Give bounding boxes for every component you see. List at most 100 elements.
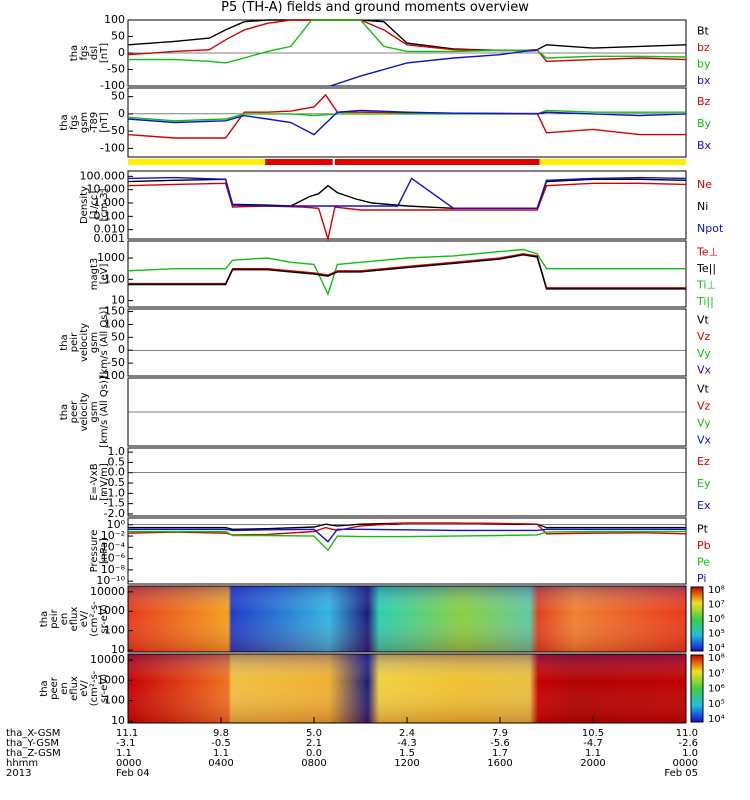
panel-frame: [127, 585, 687, 653]
panel-y-label: fgs: [79, 45, 90, 60]
y-tick-label: -1.5: [104, 497, 125, 510]
series-line-Te||: [128, 254, 686, 290]
legend-entry: bx: [697, 74, 711, 87]
panel-y-label: gsm: [89, 332, 100, 353]
legend-entry: Pe: [697, 555, 710, 568]
x-axis-value: -0.5: [211, 738, 231, 749]
panel-y-label: dsl: [89, 46, 100, 60]
y-tick-label: -100: [100, 141, 125, 154]
x-axis-value: 0.0: [306, 748, 322, 759]
x-axis-value: 1.1: [116, 748, 132, 759]
panel-y-label: fgs: [69, 115, 80, 130]
panel-y-label: [cm-3]: [99, 188, 110, 221]
colorbar-tick-label: 10⁷: [708, 600, 725, 611]
y-tick-label: 0.0: [108, 466, 126, 479]
legend-entry: Ey: [697, 477, 711, 490]
y-tick-label: 0.5: [108, 455, 126, 468]
x-axis-value: 1600: [487, 758, 512, 769]
x-axis-value: 1.0: [682, 748, 698, 759]
y-tick-label: -1.0: [104, 486, 125, 499]
panel-frame: [127, 447, 687, 517]
panel-y-label: sr-eV): [99, 604, 110, 633]
y-tick-label: 0.001: [94, 232, 126, 245]
x-axis-value: 2.1: [306, 738, 322, 749]
panel-y-label: gsm: [89, 401, 100, 422]
series-line-Bx: [127, 109, 687, 136]
y-tick-label: -2.0: [104, 507, 125, 520]
legend-entry: Vz: [697, 400, 711, 413]
y-tick-label: -50: [107, 356, 125, 369]
legend-entry: Vx: [697, 364, 712, 377]
y-tick-label: 10⁻⁶: [101, 552, 126, 565]
y-tick-label: 150: [104, 305, 125, 318]
series-line-Pi: [128, 528, 686, 543]
x-axis-value: 2000: [580, 758, 605, 769]
panel-y-label: tha: [39, 611, 50, 627]
legend-entry: bz: [697, 41, 710, 54]
y-tick-label: 10⁻⁴: [101, 540, 126, 553]
y-tick-label: 0: [118, 46, 125, 59]
colorbar-tick-label: 10⁴: [708, 643, 725, 654]
series-line-by: [128, 19, 687, 64]
y-tick-label: 0: [118, 343, 125, 356]
x-axis-value: -5.6: [490, 738, 510, 749]
panel-frame: [127, 240, 687, 308]
region-bar-segment: [539, 159, 686, 165]
y-tick-label: 10.000: [87, 183, 126, 196]
x-axis-value: 1.5: [399, 748, 415, 759]
y-tick-label: 100: [104, 624, 125, 637]
y-tick-label: 10⁻¹⁰: [96, 574, 125, 587]
y-tick-label: 1000: [97, 251, 125, 264]
y-tick-label: 0.100: [94, 209, 126, 222]
x-axis-row-label: tha_Y-GSM: [6, 738, 59, 749]
y-tick-label: -0.5: [104, 476, 125, 489]
x-axis-value: 1200: [394, 758, 419, 769]
legend-entry: by: [697, 57, 711, 70]
y-tick-label: 0.010: [94, 223, 126, 236]
panel-y-label: tha: [59, 404, 70, 420]
x-axis-value: -4.3: [397, 738, 417, 749]
legend-entry: Ne: [697, 178, 712, 191]
x-axis-row-label: hhmm: [6, 758, 38, 769]
colorbar-tick-label: 10⁶: [708, 684, 725, 695]
panel-y-label: -T89: [89, 112, 100, 134]
panel-y-label: gsm: [79, 112, 90, 133]
electron-spectrogram-shading: [128, 654, 686, 723]
legend-entry: Bt: [697, 24, 710, 37]
panel-y-label: tha: [59, 334, 70, 350]
panel-frame: [127, 170, 687, 240]
series-line-Pt: [128, 522, 686, 531]
x-axis-date-start: Feb 04: [116, 768, 150, 779]
legend-entry: Bx: [697, 139, 712, 152]
x-axis-value: -3.1: [116, 738, 136, 749]
panel-frame: [127, 87, 687, 158]
legend-entry: Ez: [697, 455, 710, 468]
series-line-Te⊥: [128, 253, 686, 289]
legend-entry: Vz: [697, 330, 711, 343]
series-line-bx: [330, 49, 538, 87]
series-line-Bz: [127, 93, 686, 139]
x-axis-value: 1.1: [213, 748, 229, 759]
panel-y-label: tha: [59, 114, 70, 130]
y-tick-label: -100: [100, 79, 125, 92]
panel-frame: [127, 308, 687, 377]
panel-y-label: Density: [79, 186, 90, 224]
y-tick-label: 10: [111, 643, 125, 656]
legend-entry: Te⊥: [696, 245, 718, 258]
legend-entry: Vx: [697, 434, 712, 447]
region-bar-segment: [265, 159, 333, 165]
series-line-Ne: [127, 182, 687, 242]
x-axis-value: 0000: [673, 758, 698, 769]
legend-entry: Npot: [697, 222, 724, 235]
panel-y-label: peir: [69, 332, 80, 352]
x-axis-value: 2.4: [399, 728, 415, 739]
y-tick-label: 10: [111, 294, 125, 307]
panel-frame: [127, 517, 687, 585]
colorbar: [690, 654, 704, 723]
x-axis-row-label: tha_X-GSM: [6, 728, 60, 739]
x-axis-value: 0400: [208, 758, 233, 769]
legend-entry: Ti⊥: [696, 278, 716, 291]
x-axis-year: 2013: [6, 768, 31, 779]
panel-y-label: velocity: [79, 392, 90, 431]
